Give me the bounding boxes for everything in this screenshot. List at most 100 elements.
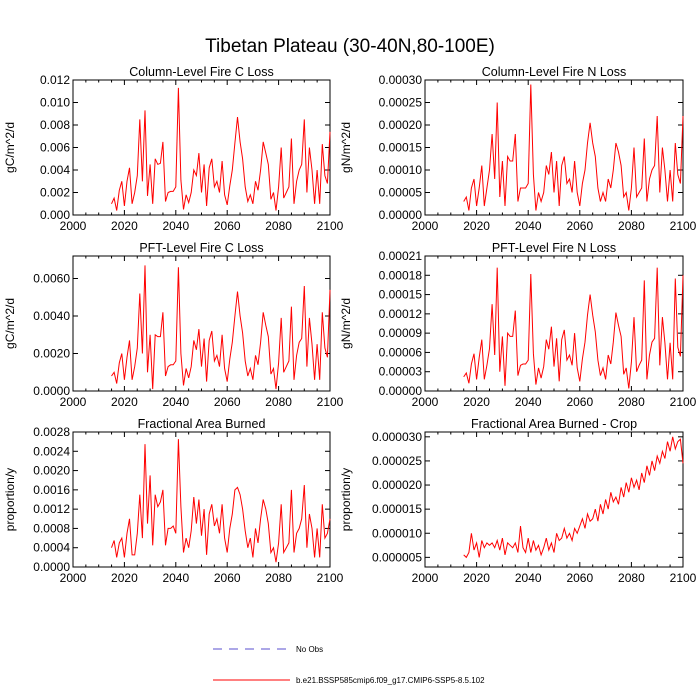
y-tick-label: 0.000	[40, 208, 70, 222]
y-axis-label: gC/m^2/d	[3, 298, 17, 349]
x-tick-label: 2000	[60, 395, 87, 409]
x-tick-label: 2000	[60, 571, 87, 585]
y-tick-label: 0.0028	[33, 425, 70, 439]
legend: No Obs b.e21.BSSP585cmip6.f09_g17.CMIP6-…	[213, 645, 485, 685]
y-tick-label: 0.006	[40, 141, 70, 155]
x-tick-label: 2100	[670, 219, 697, 233]
x-tick-label: 2020	[463, 571, 490, 585]
y-tick-label: 0.0012	[33, 502, 70, 516]
x-tick-label: 2040	[515, 219, 542, 233]
x-tick-label: 2000	[412, 219, 439, 233]
y-tick-label: 0.0000	[33, 560, 70, 574]
y-tick-label: 0.000015	[372, 502, 422, 516]
y-tick-label: 0.000005	[372, 550, 422, 564]
y-tick-label: 0.00025	[379, 96, 423, 110]
y-tick-label: 0.00012	[379, 307, 423, 321]
chart-panel-4: PFT-Level Fire N Loss gN/m^2/d 2000 2020 204…	[339, 241, 697, 409]
legend-model-label: b.e21.BSSP585cmip6.f09_g17.CMIP6-SSP5-8.…	[296, 676, 485, 685]
y-tick-label: 0.00018	[379, 268, 423, 282]
x-tick-label: 2000	[60, 219, 87, 233]
y-tick-label: 0.00005	[379, 186, 423, 200]
x-tick-label: 2020	[463, 219, 490, 233]
y-tick-label: 0.004	[40, 163, 70, 177]
x-tick-label: 2040	[515, 395, 542, 409]
x-tick-label: 2040	[162, 395, 189, 409]
x-tick-label: 2080	[618, 219, 645, 233]
y-tick-label: 0.00015	[379, 288, 423, 302]
chart-panel-2: Column-Level Fire N Loss gN/m^2/d 2000 2020…	[339, 65, 697, 233]
chart-panel-1: Column-Level Fire C Loss gC/m^2/d 2000 2020…	[3, 65, 344, 233]
x-tick-label: 2040	[515, 571, 542, 585]
chart-panel-5: Fractional Area Burned proportion/y 2000 20…	[3, 417, 344, 585]
y-tick-label: 0.002	[40, 186, 70, 200]
panel-title: Fractional Area Burned - Crop	[471, 417, 637, 431]
y-tick-label: 0.0020	[33, 347, 70, 361]
y-tick-label: 0.0004	[33, 541, 70, 555]
x-tick-label: 2040	[162, 219, 189, 233]
chart-panel-3: PFT-Level Fire C Loss gC/m^2/d 2000 2020 204…	[3, 241, 344, 409]
y-tick-label: 0.00021	[379, 249, 423, 263]
series-line	[463, 84, 684, 211]
y-tick-label: 0.012	[40, 73, 70, 87]
x-tick-label: 2100	[317, 571, 344, 585]
series-line	[111, 265, 331, 390]
plot-frame	[72, 255, 331, 392]
plot-frame	[424, 431, 684, 568]
y-tick-label: 0.00003	[379, 365, 423, 379]
x-tick-label: 2080	[265, 395, 292, 409]
panel-title: PFT-Level Fire C Loss	[139, 241, 263, 255]
series-line	[463, 436, 684, 559]
y-tick-label: 0.00006	[379, 345, 423, 359]
panel-title: Column-Level Fire N Loss	[482, 65, 627, 79]
x-tick-label: 2080	[265, 219, 292, 233]
y-tick-label: 0.00030	[379, 73, 423, 87]
y-tick-label: 0.0008	[33, 521, 70, 535]
y-tick-label: 0.00015	[379, 141, 423, 155]
y-tick-label: 0.0024	[33, 444, 70, 458]
y-axis-label: gN/m^2/d	[339, 122, 353, 173]
y-tick-label: 0.0060	[33, 272, 70, 286]
y-axis-label: proportion/y	[339, 468, 353, 531]
plot-frame	[424, 255, 684, 392]
y-tick-label: 0.00010	[379, 163, 423, 177]
y-tick-label: 0.000010	[372, 526, 422, 540]
x-tick-label: 2020	[111, 571, 138, 585]
x-tick-label: 2100	[670, 395, 697, 409]
x-tick-label: 2060	[214, 571, 241, 585]
x-tick-label: 2020	[111, 395, 138, 409]
legend-obs-label: No Obs	[296, 645, 323, 654]
x-tick-label: 2060	[566, 571, 593, 585]
y-tick-label: 0.00020	[379, 118, 423, 132]
series-line	[463, 267, 684, 389]
y-tick-label: 0.00000	[379, 208, 423, 222]
y-tick-label: 0.0020	[33, 464, 70, 478]
y-tick-label: 0.00000	[379, 384, 423, 398]
x-tick-label: 2020	[463, 395, 490, 409]
y-tick-label: 0.00009	[379, 326, 423, 340]
y-tick-label: 0.0016	[33, 483, 70, 497]
series-line	[111, 87, 331, 211]
chart-panel-6: Fractional Area Burned - Crop proportion/…	[339, 417, 697, 585]
series-line	[111, 439, 331, 563]
panel-title: PFT-Level Fire N Loss	[492, 241, 616, 255]
x-tick-label: 2080	[265, 571, 292, 585]
x-tick-label: 2000	[412, 571, 439, 585]
y-tick-label: 0.008	[40, 118, 70, 132]
x-tick-label: 2100	[317, 395, 344, 409]
x-tick-label: 2000	[412, 395, 439, 409]
y-axis-label: proportion/y	[3, 468, 17, 531]
x-tick-label: 2060	[214, 395, 241, 409]
y-axis-label: gN/m^2/d	[339, 298, 353, 349]
figure-title: Tibetan Plateau (30-40N,80-100E)	[205, 36, 495, 57]
panel-title: Column-Level Fire C Loss	[129, 65, 274, 79]
x-tick-label: 2100	[670, 571, 697, 585]
x-tick-label: 2040	[162, 571, 189, 585]
panels: Column-Level Fire C Loss gC/m^2/d 2000 2020…	[3, 65, 697, 585]
y-tick-label: 0.010	[40, 96, 70, 110]
y-tick-label: 0.0040	[33, 309, 70, 323]
y-tick-label: 0.000030	[372, 430, 422, 444]
panel-title: Fractional Area Burned	[138, 417, 266, 431]
y-tick-label: 0.000025	[372, 454, 422, 468]
x-tick-label: 2060	[566, 219, 593, 233]
